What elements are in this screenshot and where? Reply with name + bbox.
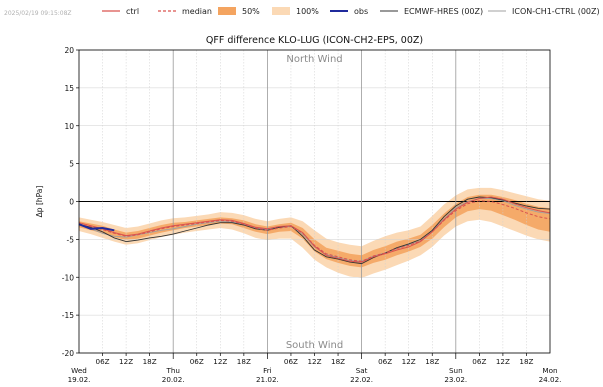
x-tick-label: 18Z <box>331 357 345 366</box>
legend-median-swatch <box>158 7 176 15</box>
legend-ecmwf-swatch <box>380 7 398 15</box>
date-label: 23.02. <box>444 375 467 384</box>
series-ctrl <box>78 196 551 263</box>
legend-ctrl: ctrl <box>102 5 139 17</box>
legend-ich1-label: ICON-CH1-CTRL (00Z) <box>512 6 600 16</box>
grid <box>79 49 550 354</box>
legend-obs-swatch <box>330 7 348 15</box>
axes: -20 -15 -10 -5 0 5 10 15 20 06Z 12Z 18Z 06Z 12Z 18Z 06Z… <box>62 46 562 384</box>
date-label: 21.02. <box>256 375 279 384</box>
day-label: Sun <box>449 366 463 375</box>
legend-50-swatch <box>218 7 236 15</box>
x-tick-label: 12Z <box>307 357 321 366</box>
legend-ctrl-label: ctrl <box>126 6 140 16</box>
x-tick-label: 12Z <box>496 357 510 366</box>
x-tick-label: 06Z <box>190 357 204 366</box>
day-label: Mon <box>542 366 557 375</box>
legend-median-label: median <box>182 6 212 16</box>
bands <box>79 187 550 278</box>
x-tick-label: 06Z <box>284 357 298 366</box>
north-wind-label: North Wind <box>286 54 342 65</box>
chart-title: QFF difference KLO-LUG (ICON-CH2-EPS, 00… <box>206 35 423 46</box>
day-label: Wed <box>71 366 87 375</box>
y-tick-label: -20 <box>62 349 74 358</box>
legend-ich1-swatch <box>488 7 506 15</box>
y-tick-label: 10 <box>64 122 74 131</box>
x-tick-label: 06Z <box>96 357 110 366</box>
x-tick-label: 12Z <box>213 357 227 366</box>
legend-obs-label: obs <box>354 6 369 16</box>
date-label: 24.02. <box>539 375 562 384</box>
x-tick-label: 12Z <box>119 357 133 366</box>
legend-ich1: ICON-CH1-CTRL (00Z) <box>488 5 600 17</box>
x-tick-label: 18Z <box>143 357 157 366</box>
x-tick-label: 12Z <box>402 357 416 366</box>
series-icon-ch1-ctrl-00z- <box>78 198 551 262</box>
legend-bar: 2025/02/19 09:15:08Z ctrl median 50% 100… <box>0 0 603 22</box>
south-wind-label: South Wind <box>286 340 343 351</box>
legend-median: median <box>158 5 212 17</box>
legend-ecmwf-label: ECMWF-HRES (00Z) <box>404 6 484 16</box>
y-tick-label: 20 <box>64 46 74 55</box>
legend-100: 100% <box>272 5 319 17</box>
x-tick-label: 18Z <box>425 357 439 366</box>
lines <box>78 196 551 265</box>
legend-50: 50% <box>218 5 260 17</box>
series-median <box>78 200 551 262</box>
y-tick-label: -10 <box>62 273 74 282</box>
legend-ecmwf: ECMWF-HRES (00Z) <box>380 5 483 17</box>
series-obs <box>78 223 115 232</box>
legend-obs: obs <box>330 5 368 17</box>
x-tick-label: 18Z <box>237 357 251 366</box>
day-label: Thu <box>165 366 180 375</box>
x-tick-label: 06Z <box>472 357 486 366</box>
qff-chart: -20 -15 -10 -5 0 5 10 15 20 06Z 12Z 18Z 06Z 12Z 18Z 06Z… <box>35 35 562 384</box>
y-axis-label: Δp [hPa] <box>35 186 44 218</box>
date-label: 22.02. <box>350 375 373 384</box>
date-label: 20.02. <box>162 375 185 384</box>
legend-50-label: 50% <box>242 6 260 16</box>
band-50 <box>79 194 550 268</box>
x-tick-label: 18Z <box>519 357 533 366</box>
y-tick-label: 5 <box>69 160 74 169</box>
y-tick-label: 15 <box>64 84 74 93</box>
day-label: Sat <box>356 366 368 375</box>
series-ecmwf-hres-00z- <box>78 196 551 265</box>
y-tick-label: -5 <box>67 235 75 244</box>
day-label: Fri <box>263 366 272 375</box>
band-100 <box>79 187 550 278</box>
legend-100-swatch <box>272 7 290 15</box>
legend-100-label: 100% <box>296 6 319 16</box>
y-tick-label: -15 <box>62 311 74 320</box>
y-tick-label: 0 <box>69 198 74 207</box>
timestamp: 2025/02/19 09:15:08Z <box>4 10 72 17</box>
date-label: 19.02. <box>68 375 91 384</box>
x-tick-label: 06Z <box>378 357 392 366</box>
legend-ctrl-swatch <box>102 7 120 15</box>
